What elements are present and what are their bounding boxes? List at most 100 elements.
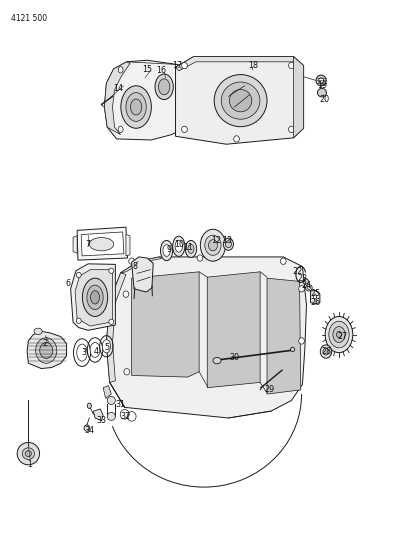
Ellipse shape — [307, 286, 310, 289]
Polygon shape — [104, 60, 192, 140]
Ellipse shape — [121, 86, 151, 128]
Ellipse shape — [40, 343, 53, 359]
Ellipse shape — [303, 279, 308, 284]
Ellipse shape — [158, 79, 170, 95]
Ellipse shape — [76, 272, 81, 278]
Text: 7: 7 — [86, 240, 91, 249]
Text: 25: 25 — [311, 288, 321, 297]
Ellipse shape — [109, 268, 114, 273]
Ellipse shape — [87, 403, 91, 408]
Text: 6: 6 — [65, 279, 70, 288]
Ellipse shape — [90, 343, 100, 358]
Ellipse shape — [234, 136, 239, 142]
Text: 19: 19 — [317, 81, 327, 90]
Ellipse shape — [200, 229, 226, 261]
Text: 15: 15 — [142, 66, 152, 74]
Text: 32: 32 — [121, 412, 131, 421]
Polygon shape — [310, 290, 320, 304]
Polygon shape — [126, 235, 130, 256]
Text: 11: 11 — [184, 244, 193, 253]
Text: 33: 33 — [97, 416, 106, 425]
Text: 20: 20 — [319, 94, 329, 103]
Ellipse shape — [163, 245, 170, 256]
Ellipse shape — [77, 344, 87, 361]
Polygon shape — [293, 56, 304, 138]
Ellipse shape — [22, 448, 34, 459]
Ellipse shape — [325, 317, 353, 353]
Ellipse shape — [320, 345, 332, 358]
Ellipse shape — [102, 340, 111, 353]
Text: 5: 5 — [105, 343, 110, 352]
Text: 16: 16 — [156, 67, 166, 75]
Ellipse shape — [229, 90, 252, 112]
Ellipse shape — [118, 126, 123, 133]
Text: 27: 27 — [337, 332, 347, 341]
Text: 17: 17 — [173, 61, 183, 70]
Ellipse shape — [124, 368, 130, 375]
Ellipse shape — [221, 82, 260, 119]
Ellipse shape — [173, 236, 185, 256]
Ellipse shape — [131, 99, 142, 115]
Polygon shape — [267, 278, 301, 394]
Ellipse shape — [91, 290, 100, 304]
Polygon shape — [106, 273, 126, 382]
Text: 22: 22 — [293, 268, 303, 276]
Ellipse shape — [280, 258, 286, 264]
Text: 14: 14 — [113, 84, 124, 93]
Ellipse shape — [35, 338, 57, 364]
Text: 26: 26 — [311, 298, 321, 307]
Text: 8: 8 — [132, 262, 137, 271]
Ellipse shape — [223, 238, 233, 251]
Ellipse shape — [76, 318, 81, 324]
Ellipse shape — [299, 338, 304, 344]
Ellipse shape — [197, 255, 203, 261]
Ellipse shape — [107, 413, 115, 421]
Ellipse shape — [288, 62, 294, 69]
Text: 10: 10 — [175, 240, 184, 249]
Text: 13: 13 — [223, 237, 233, 246]
Polygon shape — [71, 264, 115, 330]
Ellipse shape — [323, 348, 329, 355]
Ellipse shape — [208, 240, 217, 251]
Polygon shape — [207, 272, 260, 387]
Text: 12: 12 — [211, 237, 221, 246]
Ellipse shape — [288, 126, 294, 133]
Polygon shape — [132, 257, 153, 292]
Text: 2: 2 — [43, 339, 48, 348]
Text: 31: 31 — [115, 400, 126, 409]
Ellipse shape — [84, 425, 90, 431]
Ellipse shape — [225, 241, 231, 248]
Ellipse shape — [188, 245, 194, 254]
Polygon shape — [104, 62, 130, 135]
Polygon shape — [106, 257, 306, 418]
Ellipse shape — [155, 74, 173, 100]
Ellipse shape — [185, 240, 197, 257]
Ellipse shape — [177, 127, 182, 134]
Text: 18: 18 — [248, 61, 258, 70]
Text: 23: 23 — [297, 274, 308, 283]
Text: 4121 500: 4121 500 — [11, 14, 47, 23]
Ellipse shape — [313, 295, 317, 299]
Polygon shape — [93, 409, 103, 421]
Ellipse shape — [129, 258, 135, 264]
Polygon shape — [75, 270, 113, 326]
Ellipse shape — [329, 321, 349, 348]
Ellipse shape — [17, 442, 40, 465]
Polygon shape — [103, 385, 111, 398]
Ellipse shape — [183, 68, 188, 74]
Text: 1: 1 — [27, 460, 33, 469]
Ellipse shape — [87, 285, 103, 310]
Ellipse shape — [182, 62, 187, 69]
Polygon shape — [73, 236, 77, 253]
Ellipse shape — [89, 238, 114, 251]
Ellipse shape — [118, 67, 123, 73]
Ellipse shape — [107, 397, 115, 405]
Text: 34: 34 — [84, 426, 94, 435]
Ellipse shape — [82, 278, 108, 317]
Ellipse shape — [34, 328, 42, 335]
Ellipse shape — [175, 240, 182, 252]
Ellipse shape — [333, 327, 345, 343]
Text: 29: 29 — [264, 385, 274, 394]
Polygon shape — [121, 257, 161, 273]
Ellipse shape — [123, 291, 129, 297]
